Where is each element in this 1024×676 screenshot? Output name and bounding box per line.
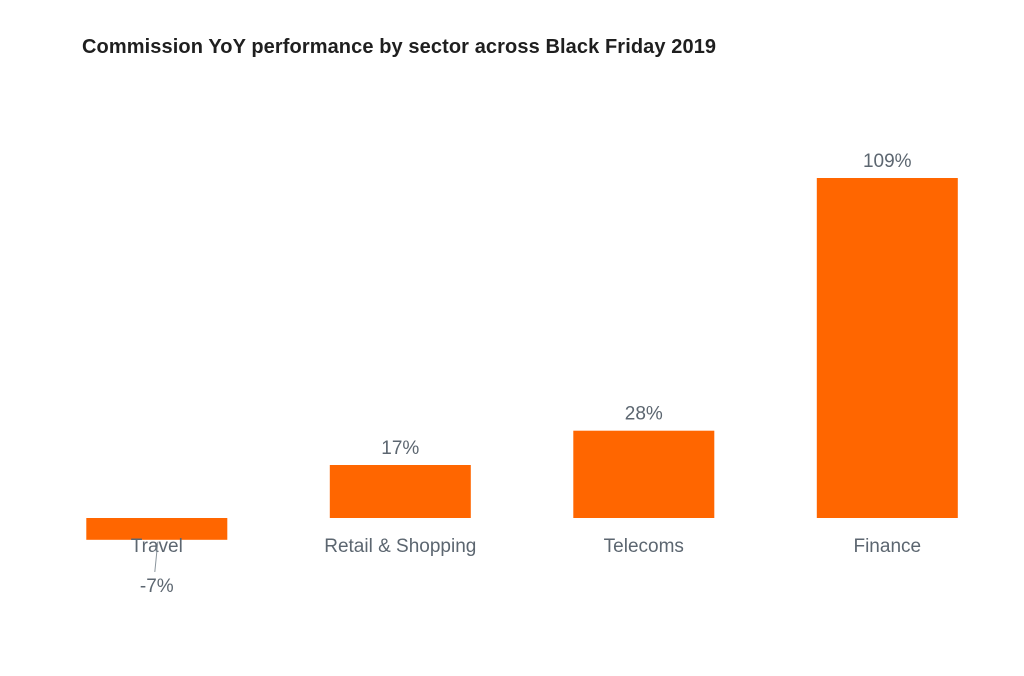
value-label-telecoms: 28% bbox=[625, 404, 663, 425]
category-label-finance: Finance bbox=[853, 536, 921, 557]
bars-layer bbox=[86, 178, 958, 540]
bar-retail-and-shopping bbox=[329, 465, 471, 518]
category-label-retail-and-shopping: Retail & Shopping bbox=[324, 536, 476, 557]
leader-line-travel bbox=[154, 541, 159, 573]
category-label-travel: Travel bbox=[131, 536, 183, 557]
value-label-travel: -7% bbox=[140, 576, 174, 597]
bar-telecoms bbox=[573, 430, 715, 518]
bar-finance bbox=[816, 178, 958, 518]
value-label-finance: 109% bbox=[863, 151, 912, 172]
value-label-retail-and-shopping: 17% bbox=[381, 438, 419, 459]
labels-layer: Travel -7% Retail & Shopping 17% Telecoms 28%… bbox=[131, 151, 921, 597]
bar-travel bbox=[86, 518, 228, 540]
chart-title: Commission YoY performance by sector acr… bbox=[82, 36, 717, 58]
category-label-telecoms: Telecoms bbox=[604, 536, 684, 557]
